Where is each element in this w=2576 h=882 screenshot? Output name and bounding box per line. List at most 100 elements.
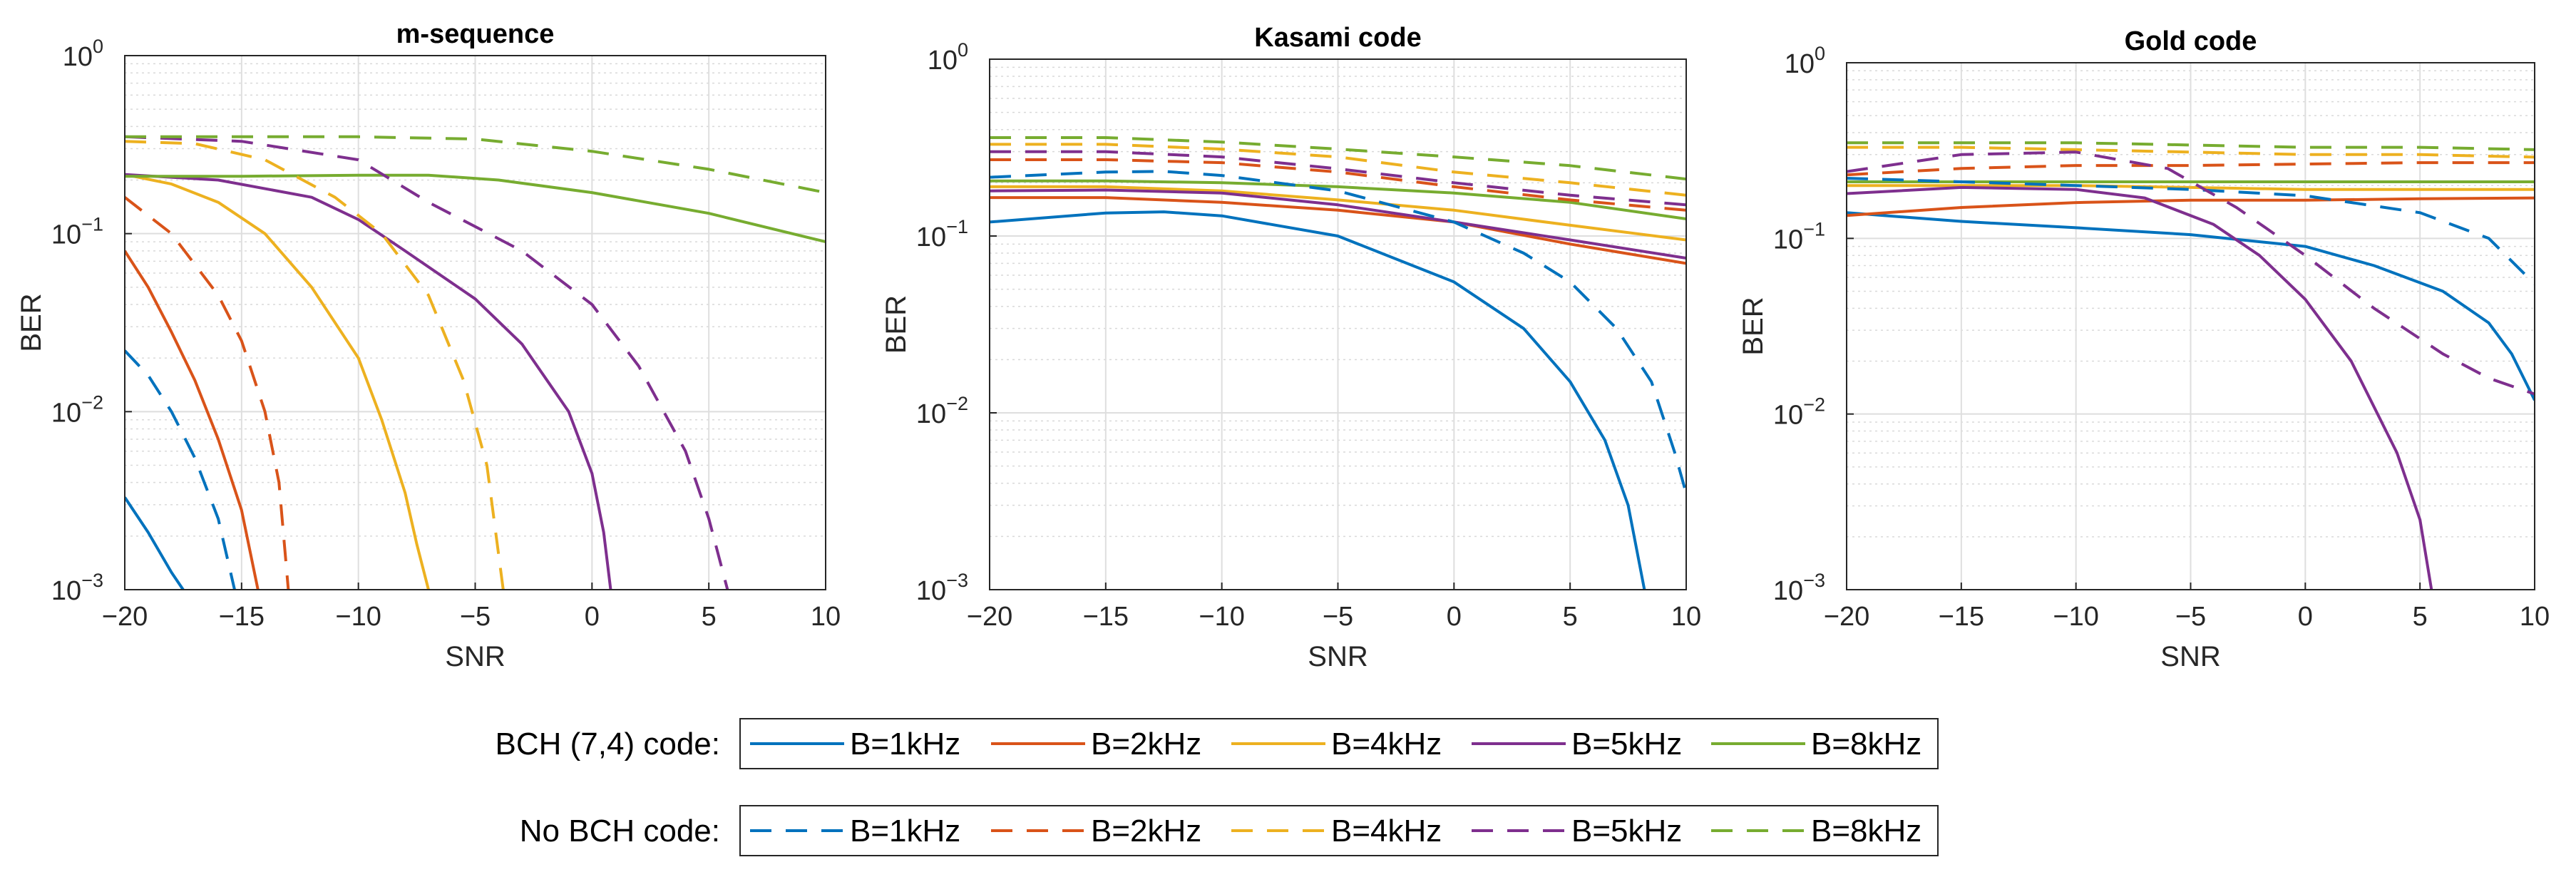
series-line-bch-b-4khz — [1847, 184, 2535, 191]
legend-entry: B=8kHz — [1711, 727, 1921, 762]
legend-entry: B=2kHz — [991, 814, 1201, 848]
series-line-no-bch-b-5khz — [1847, 150, 2535, 396]
y-tick-label: 10−2 — [51, 391, 103, 428]
y-tick-label: 10−1 — [916, 216, 968, 252]
y-tick-base: 10 — [51, 398, 81, 428]
x-tick-label: 0 — [2298, 602, 2313, 632]
x-tick-label: −5 — [460, 602, 491, 632]
legend-entry: B=8kHz — [1711, 814, 1921, 848]
y-tick-base: 10 — [916, 399, 946, 429]
series-group — [1847, 141, 2535, 590]
y-tick-exponent: −2 — [946, 393, 968, 414]
legend-box — [739, 805, 1939, 856]
legend-entry-label: B=2kHz — [1091, 814, 1201, 848]
series-line-no-bch-b-8khz — [1847, 141, 2535, 151]
y-tick-exponent: 0 — [93, 36, 103, 57]
y-tick-label: 10−2 — [916, 393, 968, 429]
y-tick-exponent: −3 — [81, 570, 103, 591]
y-tick-exponent: −2 — [1803, 394, 1825, 416]
legend-entry-label: B=2kHz — [1091, 727, 1201, 762]
plot-title: m-sequence — [396, 19, 555, 49]
legend-row-title: BCH (7,4) code: — [496, 727, 720, 762]
y-axis-label: BER — [881, 295, 912, 354]
x-tick-label: −15 — [1083, 602, 1129, 632]
y-tick-base: 10 — [1773, 225, 1803, 255]
series-line-bch-b-1khz — [990, 210, 1646, 590]
x-axis-label: SNR — [1308, 641, 1367, 672]
series-line-no-bch-b-8khz — [125, 135, 826, 195]
legend-entry: B=4kHz — [1231, 727, 1442, 762]
legend-entry-label: B=4kHz — [1331, 814, 1442, 848]
y-tick-label: 10−2 — [1773, 394, 1825, 431]
y-tick-exponent: −1 — [1803, 218, 1825, 240]
x-axis-label: SNR — [2160, 641, 2220, 672]
series-line-bch-b-4khz — [990, 185, 1686, 242]
series-line-bch-b-4khz — [125, 173, 430, 590]
x-axis-label: SNR — [445, 641, 505, 672]
y-tick-base: 10 — [1773, 401, 1803, 431]
legend-row-no-bch: No BCH code: B=1kHz B=2kHz B=4kHz B=5kHz B=8k… — [520, 805, 1939, 856]
y-tick-base: 10 — [1785, 49, 1815, 79]
series-line-no-bch-b-4khz — [990, 143, 1686, 197]
x-tick-label: −5 — [1323, 602, 1353, 632]
series-group — [125, 135, 826, 590]
series-line-no-bch-b-5khz — [990, 150, 1686, 207]
x-tick-label: 5 — [1563, 602, 1578, 632]
series-line-no-bch-b-4khz — [125, 140, 505, 590]
y-tick-label: 100 — [1785, 43, 1825, 79]
series-line-bch-b-5khz — [990, 188, 1686, 260]
y-tick-base: 10 — [916, 222, 946, 252]
legend-entry: B=4kHz — [1231, 814, 1442, 848]
legend-entry: B=2kHz — [991, 727, 1201, 762]
x-tick-label: 0 — [1447, 602, 1462, 632]
legend-entry: B=5kHz — [1472, 814, 1682, 848]
legend-entry: B=1kHz — [750, 814, 960, 848]
x-tick-label: −10 — [335, 602, 381, 632]
x-tick-labels: −20 −15 −10 −5 0 5 10 — [1824, 602, 2550, 632]
x-tick-label: 0 — [585, 602, 600, 632]
series-line-bch-b-1khz — [1847, 211, 2535, 401]
y-tick-base: 10 — [916, 576, 946, 606]
x-tick-label: 10 — [811, 602, 841, 632]
y-tick-base: 10 — [51, 220, 81, 250]
y-tick-label: 10−1 — [51, 214, 103, 250]
legend-entry-label: B=8kHz — [1811, 814, 1921, 848]
legend-row-bch: BCH (7,4) code: B=1kHz B=2kHz B=4kHz B=5kHz B… — [496, 718, 1939, 769]
x-tick-label: −20 — [102, 602, 148, 632]
x-tick-label: −15 — [219, 602, 265, 632]
legend-row-title: No BCH code: — [520, 814, 720, 848]
x-tick-label: −20 — [967, 602, 1012, 632]
y-tick-base: 10 — [63, 42, 93, 72]
series-line-no-bch-b-2khz — [1847, 161, 2535, 177]
legend-entry-label: B=1kHz — [850, 814, 960, 848]
x-tick-labels: −20 −15 −10 −5 0 5 10 — [967, 602, 1701, 632]
x-tick-label: −5 — [2175, 602, 2206, 632]
y-tick-label: 100 — [928, 39, 968, 76]
series-line-no-bch-b-2khz — [990, 158, 1686, 212]
legend-entry-label: B=4kHz — [1331, 727, 1442, 762]
y-tick-label: 100 — [63, 36, 103, 72]
y-tick-exponent: 0 — [958, 39, 968, 61]
x-tick-label: 10 — [2520, 602, 2550, 632]
series-line-no-bch-b-1khz — [990, 170, 1686, 494]
series-line-bch-b-2khz — [125, 250, 260, 590]
x-tick-label: 5 — [702, 602, 717, 632]
y-tick-base: 10 — [51, 576, 81, 606]
legend-entry-label: B=8kHz — [1811, 727, 1921, 762]
y-tick-exponent: −1 — [946, 216, 968, 237]
legend-entry-label: B=5kHz — [1571, 814, 1682, 848]
y-tick-label: 10−3 — [51, 570, 103, 606]
plot-title: Gold code — [2125, 26, 2257, 56]
y-tick-label: 10−1 — [1773, 218, 1825, 255]
y-tick-exponent: −1 — [81, 214, 103, 235]
series-line-bch-b-2khz — [990, 196, 1686, 265]
y-tick-exponent: 0 — [1815, 43, 1825, 64]
legend-entry-label: B=5kHz — [1571, 727, 1682, 762]
series-line-bch-b-8khz — [990, 179, 1686, 220]
y-tick-label: 10−3 — [1773, 570, 1825, 606]
